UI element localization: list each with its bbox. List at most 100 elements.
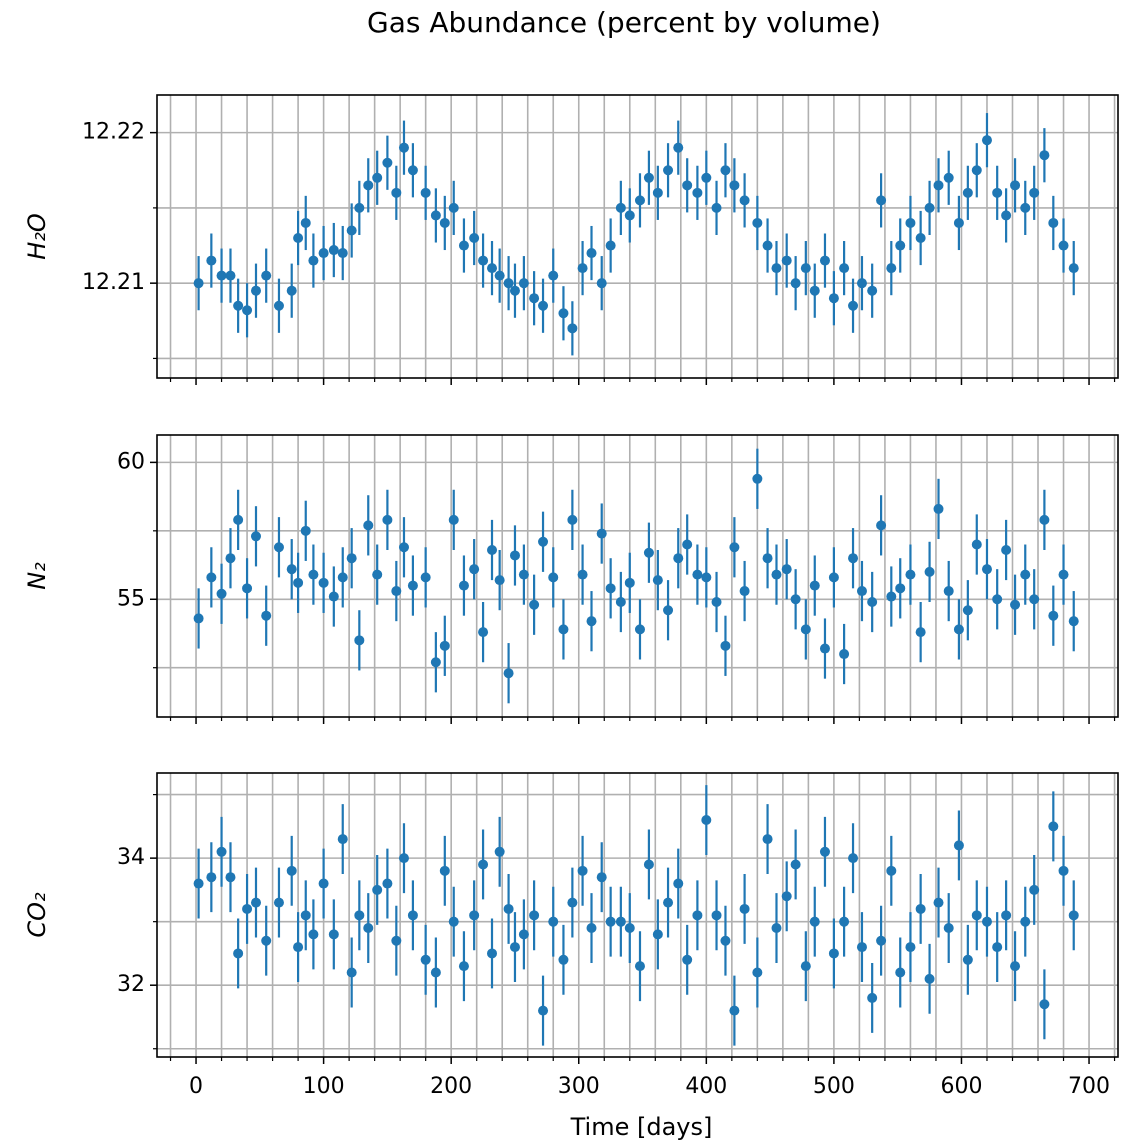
data-point	[382, 514, 393, 525]
data-point	[407, 910, 418, 921]
data-point	[1010, 180, 1021, 191]
data-point	[567, 514, 578, 525]
data-point	[478, 627, 489, 638]
data-point	[407, 580, 418, 591]
data-point	[809, 580, 820, 591]
data-point	[206, 872, 217, 883]
data-point	[848, 553, 859, 564]
y-tick-label: 32	[117, 972, 145, 997]
data-point	[953, 840, 964, 851]
data-point	[216, 846, 227, 857]
data-point	[953, 217, 964, 228]
axes-frame	[156, 772, 1119, 1058]
data-point	[354, 910, 365, 921]
data-point	[398, 142, 409, 153]
data-point	[615, 916, 626, 927]
data-point	[1048, 821, 1059, 832]
data-point	[372, 172, 383, 183]
data-point	[372, 884, 383, 895]
data-point	[634, 195, 645, 206]
data-point	[1039, 514, 1050, 525]
figure-title: Gas Abundance (percent by volume)	[367, 6, 881, 39]
data-point	[1029, 594, 1040, 605]
data-point	[300, 217, 311, 228]
data-point	[790, 594, 801, 605]
data-point	[538, 1005, 549, 1016]
y-axis-label: H₂O	[23, 213, 51, 260]
data-point	[346, 225, 357, 236]
data-point	[1048, 217, 1059, 228]
data-point	[577, 865, 588, 876]
data-point	[924, 202, 935, 213]
data-point	[250, 285, 261, 296]
data-point	[233, 948, 244, 959]
data-point	[729, 180, 740, 191]
data-point	[586, 248, 597, 259]
data-point	[1010, 961, 1021, 972]
data-point	[701, 815, 712, 826]
data-point	[739, 195, 750, 206]
data-point	[981, 135, 992, 146]
data-point	[992, 187, 1003, 198]
data-point	[800, 263, 811, 274]
data-point	[382, 878, 393, 889]
data-point	[518, 569, 529, 580]
data-point	[286, 285, 297, 296]
data-point	[318, 248, 329, 259]
data-point	[548, 916, 559, 927]
data-point	[487, 948, 498, 959]
data-point	[762, 553, 773, 564]
data-point	[225, 872, 236, 883]
data-point	[346, 553, 357, 564]
data-point	[487, 544, 498, 555]
data-point	[293, 577, 304, 588]
x-axis-label: Time [days]	[570, 1113, 713, 1141]
data-point	[752, 473, 763, 484]
data-point	[1039, 999, 1050, 1010]
data-point	[250, 897, 261, 908]
y-tick-label: 34	[117, 845, 145, 870]
data-point	[828, 572, 839, 583]
data-point	[762, 834, 773, 845]
x-tick-label: 0	[189, 1074, 203, 1099]
data-point	[494, 846, 505, 857]
data-point	[206, 255, 217, 266]
data-point	[596, 528, 607, 539]
data-point	[915, 903, 926, 914]
data-point	[273, 542, 284, 553]
panel: 12.21 12.22 H₂O	[23, 94, 1119, 385]
data-point	[701, 172, 712, 183]
data-point	[586, 616, 597, 627]
data-point	[643, 547, 654, 558]
data-point	[971, 910, 982, 921]
data-point	[1010, 599, 1021, 610]
data-point	[216, 270, 227, 281]
data-point	[905, 942, 916, 953]
data-point	[363, 923, 374, 934]
data-point	[1001, 910, 1012, 921]
data-point	[682, 539, 693, 550]
data-point	[895, 967, 906, 978]
data-point	[624, 577, 635, 588]
data-point	[430, 657, 441, 668]
data-point	[420, 572, 431, 583]
data-point	[529, 599, 540, 610]
axes-frame	[156, 94, 1119, 379]
data-point	[663, 605, 674, 616]
data-point	[293, 233, 304, 244]
data-point	[328, 929, 339, 940]
data-point	[261, 935, 272, 946]
data-point	[509, 285, 520, 296]
data-point	[273, 300, 284, 311]
data-point	[819, 643, 830, 654]
data-point	[886, 591, 897, 602]
data-point	[1039, 150, 1050, 161]
data-point	[538, 300, 549, 311]
data-point	[1068, 616, 1079, 627]
data-point	[856, 278, 867, 289]
data-point	[469, 233, 480, 244]
data-point	[430, 210, 441, 221]
data-point	[250, 531, 261, 542]
data-point	[895, 583, 906, 594]
